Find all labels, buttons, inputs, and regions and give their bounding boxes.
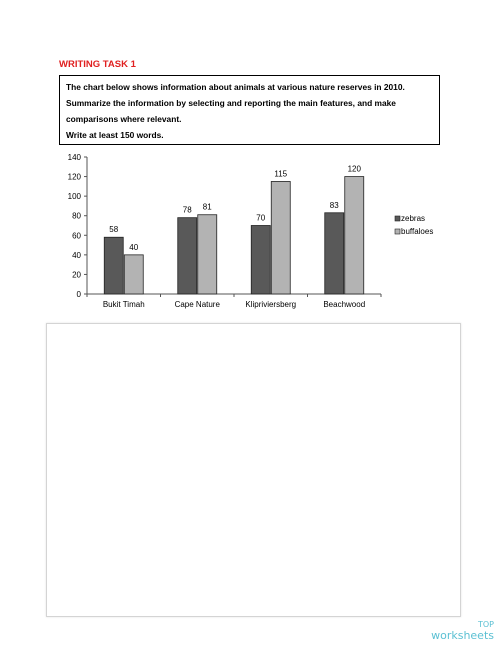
task-prompt-box: The chart below shows information about … bbox=[59, 75, 440, 145]
data-label: 70 bbox=[256, 214, 265, 223]
legend-swatch bbox=[394, 228, 401, 235]
x-category-label: Klipriviersberg bbox=[245, 300, 296, 309]
y-tick-label: 20 bbox=[72, 270, 81, 279]
data-label: 120 bbox=[348, 165, 362, 174]
bar-buffaloes bbox=[123, 254, 144, 295]
brand-bottom-text: worksheets bbox=[431, 629, 494, 642]
y-tick-label: 100 bbox=[68, 192, 82, 201]
data-label: 83 bbox=[330, 201, 339, 210]
bar-buffaloes bbox=[270, 181, 291, 295]
legend-label: buffaloes bbox=[401, 227, 433, 236]
x-category-label: Beachwood bbox=[323, 300, 365, 309]
bar-buffaloes bbox=[197, 214, 218, 295]
y-tick-label: 140 bbox=[68, 153, 82, 162]
y-tick-label: 40 bbox=[72, 251, 81, 260]
bar-zebras bbox=[177, 217, 198, 295]
bar-chart: 0 20 40 60 80 100 120 140 Bukit Timah 58 40 Cape Na… bbox=[68, 153, 434, 309]
bar-buffaloes bbox=[344, 176, 365, 295]
x-category-label: Bukit Timah bbox=[103, 300, 145, 309]
y-tick-label: 120 bbox=[68, 173, 82, 182]
data-label: 58 bbox=[109, 225, 118, 234]
bar-zebras bbox=[250, 225, 271, 295]
legend-swatch bbox=[394, 215, 401, 222]
prompt-line: Write at least 150 words. bbox=[66, 130, 164, 140]
y-tick-label: 60 bbox=[72, 231, 81, 240]
bar-zebras bbox=[103, 236, 124, 295]
task-heading: WRITING TASK 1 bbox=[59, 59, 136, 70]
prompt-line: The chart below shows information about … bbox=[66, 82, 405, 92]
y-tick-label: 80 bbox=[72, 212, 81, 221]
data-label: 115 bbox=[274, 169, 287, 178]
answer-writing-area[interactable] bbox=[46, 323, 461, 617]
brand-logo: TOP worksheets bbox=[431, 619, 494, 641]
x-category-label: Cape Nature bbox=[175, 300, 221, 309]
prompt-line: comparisons where relevant. bbox=[66, 114, 182, 124]
legend-label: zebras bbox=[401, 214, 425, 223]
brand-top-text: TOP bbox=[477, 620, 494, 629]
data-label: 81 bbox=[203, 203, 212, 212]
y-tick-label: 0 bbox=[77, 290, 82, 299]
data-label: 40 bbox=[129, 243, 138, 252]
bar-zebras bbox=[324, 212, 345, 295]
data-label: 78 bbox=[183, 206, 192, 215]
prompt-line: Summarize the information by selecting a… bbox=[66, 98, 396, 108]
